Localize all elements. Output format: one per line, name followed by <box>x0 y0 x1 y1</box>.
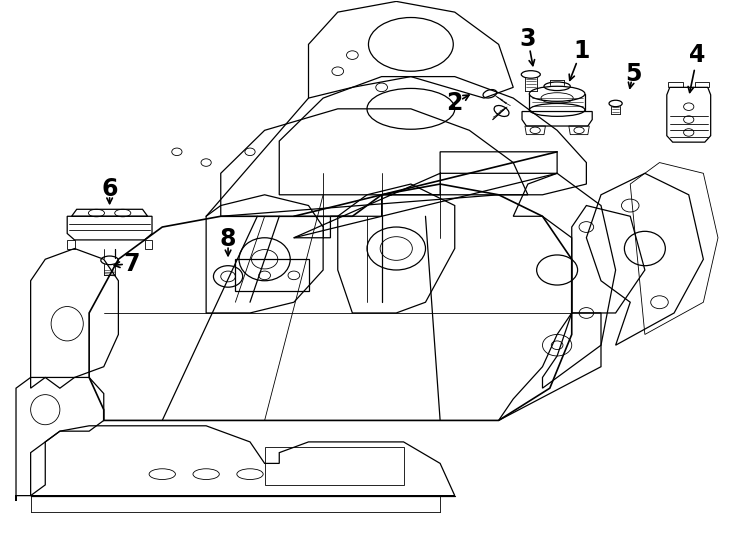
Text: 3: 3 <box>520 27 536 51</box>
Text: 1: 1 <box>573 39 589 63</box>
Text: 5: 5 <box>625 62 642 86</box>
Text: 7: 7 <box>123 252 139 275</box>
Text: 8: 8 <box>219 227 236 251</box>
Text: 6: 6 <box>101 178 118 201</box>
Text: 2: 2 <box>446 91 463 116</box>
Text: 4: 4 <box>689 43 705 67</box>
